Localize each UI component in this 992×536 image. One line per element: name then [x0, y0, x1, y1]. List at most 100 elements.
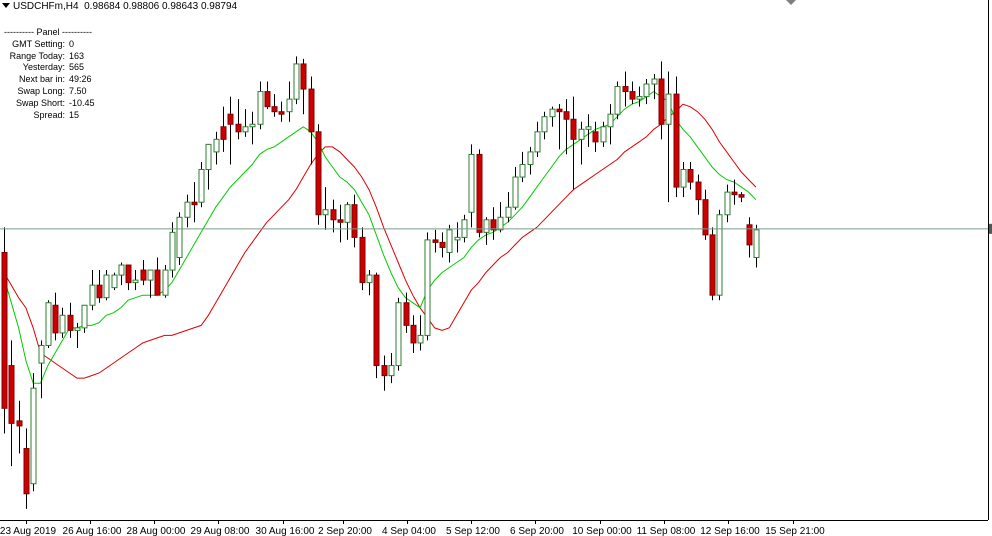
candle [556, 104, 563, 150]
panel-row: Yesterday: 565 [2, 62, 95, 74]
candle [337, 204, 344, 243]
candle [344, 202, 351, 240]
time-tick-label: 5 Sep 12:00 [446, 526, 500, 536]
candle-body [111, 274, 118, 289]
candle-body [446, 229, 453, 253]
candle-body [30, 387, 37, 485]
candle [220, 106, 227, 152]
candle [680, 161, 687, 198]
info-panel: ---------- Panel ---------- GMT Setting:… [2, 27, 95, 121]
time-tick-label: 2 Sep 20:00 [318, 526, 372, 536]
candle-body [424, 239, 431, 336]
panel-label: Range Today: [9, 50, 65, 61]
candle [264, 81, 271, 110]
candle [724, 184, 731, 223]
candle-body [673, 93, 680, 188]
candle-body [1, 251, 8, 409]
candle [505, 192, 512, 223]
candle-body [519, 163, 526, 178]
candle-body [585, 126, 592, 130]
candle [395, 297, 402, 371]
time-tick-label: 4 Sep 04:00 [382, 526, 436, 536]
candle-body [140, 269, 147, 281]
candle [570, 96, 577, 190]
time-tick-label: 29 Aug 08:00 [191, 526, 250, 536]
candle-body [746, 224, 753, 246]
panel-label: Swap Long: [17, 85, 65, 96]
candle-body [695, 181, 702, 201]
candle [746, 217, 753, 258]
candle [432, 229, 439, 253]
candle-body [242, 126, 249, 133]
candle-body [395, 302, 402, 367]
candle-body [154, 269, 161, 296]
candle-body [205, 143, 212, 171]
candle-body [483, 219, 490, 233]
candle-body [658, 78, 665, 125]
candle-body [600, 126, 607, 143]
candle [592, 121, 599, 152]
candle-body [235, 123, 242, 133]
candle [111, 272, 118, 291]
candle-body [351, 204, 358, 238]
candle-body [578, 128, 585, 140]
time-tick-label: 30 Aug 16:00 [256, 526, 315, 536]
candle [67, 302, 74, 338]
candle [629, 81, 636, 105]
candle-body [549, 108, 556, 118]
candle [490, 207, 497, 240]
panel-row: Swap Short: -10.45 [2, 98, 95, 110]
candle-body [38, 344, 45, 364]
candle [738, 192, 745, 203]
candle [286, 81, 293, 122]
time-tick-label: 11 Sep 08:00 [637, 526, 696, 536]
candle-body [213, 138, 220, 153]
candle-body [512, 176, 519, 208]
candle-body [534, 131, 541, 153]
candle [103, 270, 110, 301]
candle [454, 222, 461, 253]
candle [162, 265, 169, 298]
candle [636, 86, 643, 107]
panel-value: 49:26 [69, 74, 92, 85]
candle-body [286, 98, 293, 113]
candle [118, 262, 125, 286]
candle-body [731, 191, 738, 196]
time-axis: 23 Aug 2019 26 Aug 16:00 28 Aug 00:00 29 Au… [0, 520, 825, 536]
candle-body [527, 151, 534, 165]
candle-body [96, 284, 103, 299]
panel-value: 0 [69, 38, 75, 49]
candle-body [753, 229, 760, 258]
candle [410, 315, 417, 354]
candle [753, 224, 760, 268]
candle [527, 146, 534, 175]
symbol-timeframe: USDCHFm,H4 [13, 1, 79, 12]
candle-body [8, 365, 15, 424]
panel-label: Next bar in: [18, 74, 65, 85]
candle [81, 304, 88, 333]
time-tick-label: 26 Aug 16:00 [63, 526, 122, 536]
candle-body [74, 327, 81, 331]
candle [476, 149, 483, 238]
candle-body [716, 214, 723, 296]
chevron-down-icon[interactable] [2, 3, 10, 8]
candle [184, 194, 191, 228]
candle-body [468, 153, 475, 213]
candle-body [264, 91, 271, 108]
chart-shift-marker-icon[interactable] [786, 0, 796, 5]
panel-row: Range Today: 163 [2, 51, 95, 63]
candle-body [702, 199, 709, 236]
time-tick-label: 28 Aug 00:00 [127, 526, 186, 536]
candle-body [23, 448, 30, 495]
candle-body [103, 274, 110, 299]
candle [351, 194, 358, 248]
candle [59, 307, 66, 338]
candle [308, 76, 315, 165]
candle [366, 270, 373, 296]
candle [278, 101, 285, 122]
candle-body [257, 91, 264, 125]
candle-body [687, 169, 694, 183]
panel-row: GMT Setting: 0 [2, 39, 95, 51]
candle-body [643, 83, 650, 98]
